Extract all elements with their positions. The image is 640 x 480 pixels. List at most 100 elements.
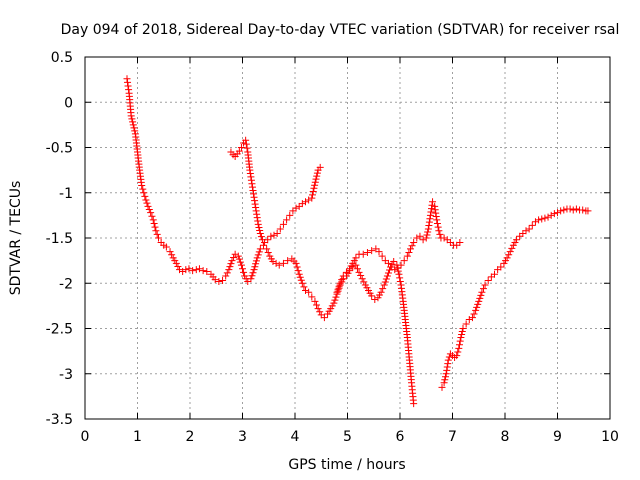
x-tick-label: 2 [186,429,195,445]
data-point [481,281,489,289]
data-point [182,266,190,274]
data-point [316,163,324,171]
data-point [378,252,386,260]
data-point [309,188,317,196]
series-4 [438,205,592,391]
data-point [256,245,264,253]
data-point [368,247,376,255]
x-tick-label: 8 [501,429,510,445]
data-point [458,328,466,336]
data-point [251,197,259,205]
data-point [284,257,292,265]
data-point [148,212,156,220]
data-point [338,276,346,284]
data-point [292,204,300,212]
data-point [377,288,385,296]
data-point [313,169,321,177]
data-point [242,136,250,144]
series-1 [123,75,418,408]
data-point [283,216,291,224]
data-point [144,202,152,210]
data-point [257,233,265,241]
data-point [436,230,444,238]
y-tick-label: -1 [59,186,73,202]
data-point [267,232,275,240]
data-point [312,175,320,183]
y-tick-label: -2 [59,276,73,292]
data-point [124,78,132,86]
x-axis-label: GPS time / hours [288,457,405,473]
data-point [311,178,319,186]
data-point [531,218,539,226]
data-point [242,140,250,148]
data-point [248,272,256,280]
y-axis-label: SDTVAR / TECUs [8,181,24,296]
data-point [222,272,230,280]
data-point [384,269,392,277]
data-point [250,193,258,201]
data-point [441,376,449,384]
data-point [248,180,256,188]
data-point [352,261,360,269]
data-point [535,216,543,224]
grid-lines [85,57,610,419]
x-tick-label: 4 [291,429,300,445]
series-2 [227,136,324,247]
data-point [294,267,302,275]
data-point [368,292,376,300]
data-point [251,200,259,208]
data-point [550,210,558,218]
data-point [250,266,258,274]
data-point [309,191,316,199]
data-point [308,293,316,301]
data-point [572,205,580,213]
data-point [544,213,552,221]
y-tick-label: -3.5 [46,412,73,428]
data-point [316,308,324,316]
data-point [174,263,182,271]
data-point [305,288,313,296]
data-point [139,185,147,193]
data-point [363,248,371,256]
data-point [150,220,158,228]
data-point [538,215,546,223]
data-point [380,281,388,289]
data-point [396,274,404,282]
y-tick-label: -2.5 [46,322,73,338]
data-point [145,205,153,213]
data-point [476,294,484,302]
data-point [176,266,183,274]
data-point [513,236,521,244]
data-point [569,206,577,214]
data-point [264,248,272,256]
data-point [253,210,261,218]
data-point [331,296,339,304]
data-point [456,239,464,247]
data-point [477,291,485,299]
data-point [248,183,256,191]
data-point [474,300,482,308]
data-point [152,227,160,235]
data-point [256,226,264,234]
data-point [332,293,340,301]
data-point [525,225,533,233]
data-point [293,263,301,271]
data-point [295,270,303,278]
data-point [431,206,439,214]
data-point [505,251,513,259]
data-point [227,260,235,268]
data-point [455,344,463,352]
data-point [142,196,150,204]
x-tick-label: 9 [553,429,562,445]
data-point [360,278,368,286]
data-point [286,211,294,219]
data-point [228,257,236,265]
data-point [172,259,180,267]
data-point [247,176,255,184]
data-point [185,265,193,273]
data-point [397,261,405,269]
data-point [168,251,176,259]
data-point [153,230,161,238]
data-point [413,234,421,242]
data-point [443,363,451,371]
